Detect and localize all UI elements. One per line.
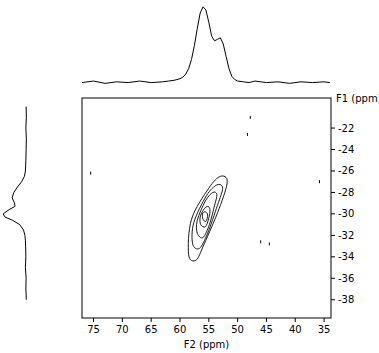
x-axis-label: F2 (ppm) xyxy=(184,339,230,350)
y-tick xyxy=(331,170,335,171)
x-tick xyxy=(295,318,296,322)
y-tick xyxy=(331,128,335,129)
y-tick xyxy=(331,256,335,257)
x-tick xyxy=(237,318,238,322)
contour xyxy=(188,176,227,261)
y-tick-label: -28 xyxy=(338,187,354,198)
x-tick xyxy=(151,318,152,322)
y-tick-label: -22 xyxy=(338,123,354,134)
x-tick-label: 50 xyxy=(231,324,244,335)
x-tick-label: 60 xyxy=(174,324,187,335)
y-tick xyxy=(331,278,335,279)
y-axis-label: F1 (ppm) xyxy=(336,93,379,104)
chart: 75 70 65 60 55 50 45 40 35 F2 (ppm) -22 -24 -26 -28 -3… xyxy=(0,0,379,353)
x-tick xyxy=(179,318,180,322)
y-tick xyxy=(331,213,335,214)
y-tick-label: -24 xyxy=(338,144,354,155)
y-tick xyxy=(331,192,335,193)
y-tick-label: -36 xyxy=(338,273,354,284)
y-tick-label: -26 xyxy=(338,165,354,176)
x-tick-label: 70 xyxy=(116,324,129,335)
plot-frame xyxy=(82,98,331,318)
speck xyxy=(247,133,248,136)
x-tick xyxy=(324,318,325,322)
speck xyxy=(90,172,91,175)
plot-area xyxy=(91,116,320,261)
f2-projection xyxy=(82,7,330,84)
x-tick xyxy=(208,318,209,322)
contour xyxy=(196,192,217,238)
contour xyxy=(200,206,210,227)
y-tick xyxy=(331,235,335,236)
x-tick-label: 35 xyxy=(318,324,331,335)
contour xyxy=(192,184,223,249)
y-tick-label: -30 xyxy=(338,208,354,219)
x-tick xyxy=(122,318,123,322)
contour xyxy=(202,212,207,222)
speck xyxy=(319,180,320,183)
f2-projection-area xyxy=(82,7,330,84)
x-tick-label: 40 xyxy=(289,324,302,335)
speck xyxy=(269,242,270,245)
y-tick-label: -32 xyxy=(338,230,354,241)
x-tick-label: 55 xyxy=(202,324,215,335)
x-tick-label: 65 xyxy=(145,324,158,335)
speck xyxy=(260,240,261,243)
f1-projection xyxy=(3,107,26,300)
y-tick-label: -34 xyxy=(338,251,354,262)
x-tick-label: 45 xyxy=(260,324,273,335)
y-tick xyxy=(331,149,335,150)
y-tick-label: -38 xyxy=(338,294,354,305)
f1-projection-area xyxy=(3,107,26,300)
y-tick xyxy=(331,299,335,300)
x-tick xyxy=(93,318,94,322)
speck xyxy=(250,116,251,119)
x-tick-label: 75 xyxy=(87,324,100,335)
x-tick xyxy=(266,318,267,322)
